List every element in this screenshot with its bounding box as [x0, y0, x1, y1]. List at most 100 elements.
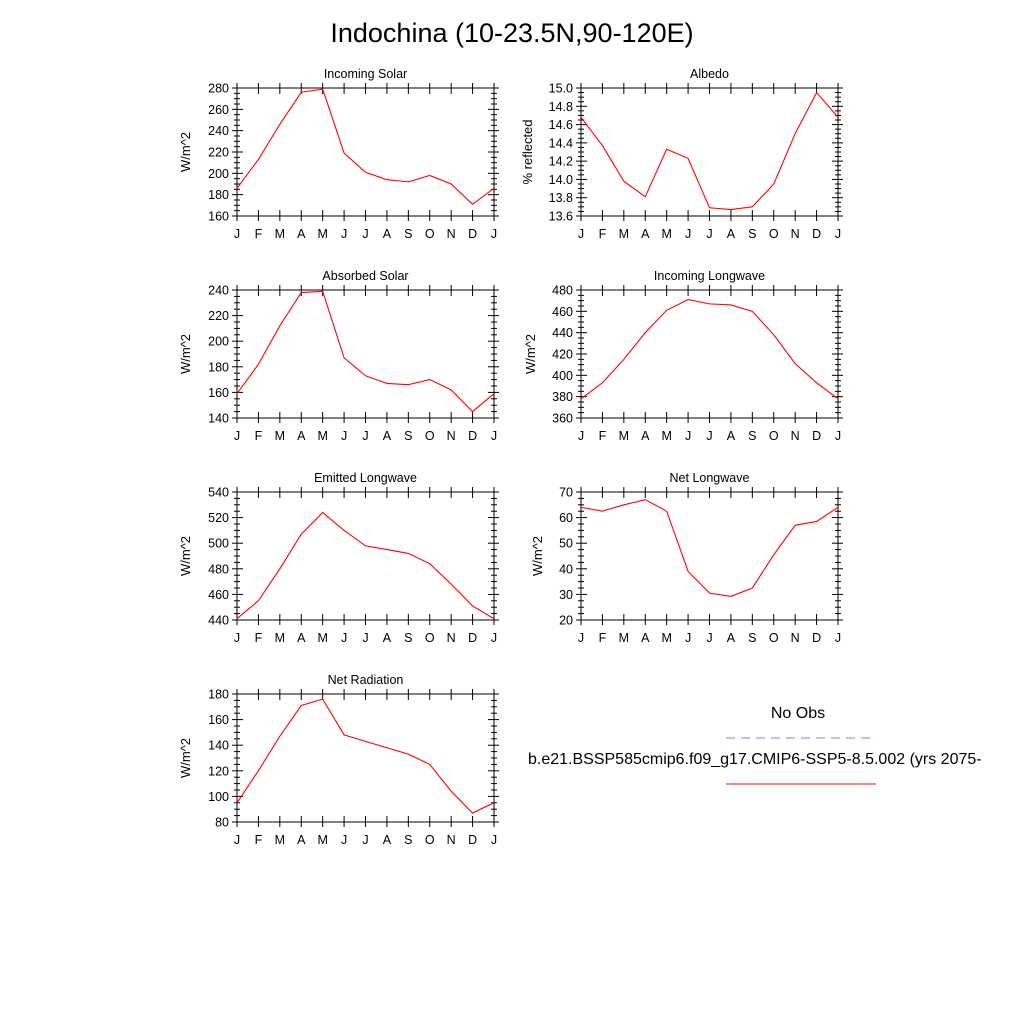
y-tick-label: 440: [208, 614, 229, 628]
y-tick-label: 440: [552, 326, 573, 340]
x-tick-label: O: [425, 429, 435, 443]
x-tick-label: O: [769, 631, 779, 645]
x-tick-label: D: [812, 227, 821, 241]
x-tick-label: A: [383, 631, 392, 645]
x-tick-label: M: [317, 227, 327, 241]
y-tick-label: 180: [208, 360, 229, 374]
x-tick-label: J: [491, 833, 497, 847]
y-tick-label: 80: [215, 816, 229, 830]
y-tick-label: 70: [559, 486, 573, 500]
x-tick-label: S: [748, 227, 756, 241]
series-line: [236, 511, 495, 620]
x-tick-label: A: [383, 227, 392, 241]
x-tick-label: A: [297, 227, 306, 241]
x-tick-label: N: [447, 227, 456, 241]
y-tick-label: 460: [208, 588, 229, 602]
x-tick-label: M: [661, 429, 671, 443]
y-tick-label: 200: [208, 335, 229, 349]
x-tick-label: F: [255, 227, 263, 241]
y-axis-label: % reflected: [520, 119, 535, 184]
y-tick-label: 280: [208, 82, 229, 96]
y-tick-label: 240: [208, 284, 229, 298]
y-tick-label: 14.2: [549, 155, 573, 169]
x-tick-label: J: [341, 227, 347, 241]
x-tick-label: M: [661, 631, 671, 645]
chart-title: Absorbed Solar: [322, 269, 409, 283]
chart-title: Albedo: [690, 67, 729, 81]
x-tick-label: J: [362, 429, 368, 443]
plot-frame: [580, 87, 839, 217]
y-tick-label: 14.0: [549, 173, 573, 187]
x-tick-label: M: [275, 631, 285, 645]
x-tick-label: M: [275, 227, 285, 241]
plot-frame: [236, 693, 495, 823]
y-tick-label: 380: [552, 390, 573, 404]
x-tick-label: A: [641, 429, 650, 443]
x-tick-label: J: [234, 833, 240, 847]
x-tick-label: M: [619, 227, 629, 241]
plot-frame: [236, 289, 495, 419]
x-tick-label: J: [685, 227, 691, 241]
x-tick-label: S: [404, 631, 412, 645]
x-tick-label: A: [297, 833, 306, 847]
y-tick-label: 100: [208, 790, 229, 804]
x-tick-label: N: [791, 227, 800, 241]
y-tick-label: 13.6: [549, 210, 573, 224]
y-tick-label: 160: [208, 713, 229, 727]
y-axis-label: W/m^2: [178, 536, 193, 576]
y-axis-label: W/m^2: [178, 132, 193, 172]
x-tick-label: F: [599, 429, 607, 443]
y-tick-label: 220: [208, 309, 229, 323]
x-tick-label: A: [297, 631, 306, 645]
x-tick-label: N: [791, 631, 800, 645]
y-tick-label: 20: [559, 614, 573, 628]
chart-title: Incoming Solar: [323, 67, 408, 81]
y-tick-label: 480: [552, 284, 573, 298]
x-tick-label: M: [275, 429, 285, 443]
y-tick-label: 180: [208, 688, 229, 702]
x-tick-label: N: [447, 833, 456, 847]
x-tick-label: N: [447, 429, 456, 443]
x-tick-label: A: [727, 429, 736, 443]
x-tick-label: M: [275, 833, 285, 847]
x-tick-label: J: [706, 429, 712, 443]
y-axis-label: W/m^2: [523, 334, 538, 374]
x-tick-label: A: [727, 631, 736, 645]
x-tick-label: M: [317, 833, 327, 847]
x-tick-label: J: [706, 631, 712, 645]
x-tick-label: J: [578, 429, 584, 443]
y-tick-label: 120: [208, 764, 229, 778]
series-line: [580, 299, 839, 400]
legend-model-line: [726, 783, 876, 785]
x-tick-label: O: [425, 833, 435, 847]
series-line: [580, 91, 839, 211]
series-line: [236, 698, 495, 814]
plot-frame: [236, 491, 495, 621]
legend-obs-label: No Obs: [770, 705, 826, 722]
y-tick-label: 140: [208, 739, 229, 753]
legend-model-label: b.e21.BSSP585cmip6.f09_g17.CMIP6-SSP5-8.…: [528, 751, 982, 768]
x-tick-label: N: [791, 429, 800, 443]
x-tick-label: J: [685, 429, 691, 443]
x-tick-label: O: [769, 429, 779, 443]
x-tick-label: J: [491, 227, 497, 241]
x-tick-label: A: [727, 227, 736, 241]
x-tick-label: F: [599, 227, 607, 241]
x-tick-label: J: [341, 631, 347, 645]
y-tick-label: 540: [208, 486, 229, 500]
y-tick-label: 480: [208, 562, 229, 576]
y-tick-label: 160: [208, 210, 229, 224]
x-tick-label: M: [317, 429, 327, 443]
x-tick-label: M: [619, 429, 629, 443]
x-tick-label: A: [297, 429, 306, 443]
x-tick-label: J: [578, 227, 584, 241]
series-line: [580, 499, 839, 598]
x-tick-label: O: [425, 227, 435, 241]
y-axis-label: W/m^2: [178, 738, 193, 778]
x-tick-label: O: [769, 227, 779, 241]
series-line: [236, 290, 495, 413]
x-tick-label: J: [362, 833, 368, 847]
chart-title: Net Radiation: [327, 673, 404, 687]
